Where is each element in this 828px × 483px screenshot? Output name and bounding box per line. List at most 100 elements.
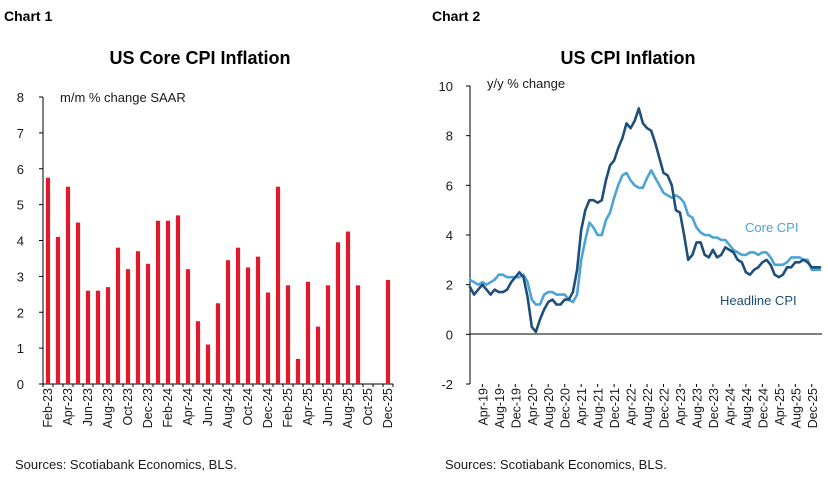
- chart-2-y-tick-label: 6: [446, 178, 453, 193]
- chart-1-bar: [55, 236, 61, 384]
- chart-2-x-tick-label: Aug-25: [789, 388, 803, 428]
- chart-2-x-tick-label: Aug-19: [493, 388, 507, 428]
- chart-1-x-tick-label: Jun-24: [201, 388, 215, 426]
- chart-1-x-tick-label: Oct-24: [241, 388, 255, 426]
- chart-2-x-tick-label: Apr-21: [575, 388, 589, 426]
- chart-1: Chart 1 US Core CPI Inflation m/m % chan…: [4, 8, 395, 472]
- chart-1-bar: [105, 287, 111, 384]
- chart-1-title: US Core CPI Inflation: [109, 48, 290, 68]
- chart-1-bar: [305, 281, 311, 384]
- chart-1-bar: [75, 222, 81, 384]
- chart-1-y-tick-label: 0: [17, 377, 24, 392]
- chart-1-x-tick-label: Dec-23: [141, 388, 155, 428]
- chart-2-x-tick-label: Apr-23: [674, 388, 688, 426]
- chart-2-x-tick-label: Aug-20: [542, 388, 556, 428]
- chart-2-y-tick-label: 0: [446, 327, 453, 342]
- chart-2-x-tick-label: Apr-20: [526, 388, 540, 426]
- chart-2-series-headline-line: [468, 107, 822, 334]
- chart-2-x-ticks: Apr-19 Aug-19 Dec-19 Apr-20 Aug-20 Dec-20 Apr-…: [476, 384, 820, 428]
- chart-1-bars: [45, 177, 391, 384]
- chart-2-x-tick-label: Apr-24: [723, 388, 737, 426]
- chart-1-bar: [325, 285, 331, 384]
- chart-1-bar: [155, 220, 161, 384]
- chart-1-x-tick-label: Dec-24: [261, 388, 275, 428]
- chart-2-annotation-headline: Headline CPI: [720, 293, 797, 308]
- chart-1-bar: [225, 260, 231, 384]
- chart-2-y-tick-label: -2: [441, 377, 453, 392]
- chart-1-y-tick-label: 7: [17, 126, 24, 141]
- chart-1-bar: [95, 290, 101, 384]
- chart-2-y-tick-label: 10: [439, 79, 453, 94]
- chart-1-bar: [195, 321, 201, 384]
- chart-1-x-tick-label: Aug-23: [101, 388, 115, 428]
- chart-1-y-tick-label: 4: [17, 234, 24, 249]
- chart-1-y-tick-label: 6: [17, 162, 24, 177]
- chart-2-x-tick-label: Apr-25: [773, 388, 787, 426]
- chart-1-y-tick-label: 3: [17, 269, 24, 284]
- chart-2-x-tick-label: Dec-22: [658, 388, 672, 428]
- chart-1-y-tick-label: 5: [17, 198, 24, 213]
- chart-1-x-tick-label: Apr-25: [301, 388, 315, 426]
- chart-1-bar: [205, 344, 211, 384]
- chart-1-y-tick-label: 1: [17, 341, 24, 356]
- chart-1-x-tick-label: Feb-23: [41, 388, 55, 428]
- chart-2-x-tick-label: Aug-23: [690, 388, 704, 428]
- chart-2: Chart 2 US CPI Inflation y/y % change -2…: [432, 8, 822, 472]
- chart-1-bar: [265, 292, 271, 384]
- chart-2-label: Chart 2: [432, 8, 480, 24]
- chart-1-y-ticks: 0 1 2 3 4 5 6 7 8: [17, 90, 43, 392]
- chart-1-bar: [315, 326, 321, 384]
- chart-1-y-tick-label: 8: [17, 90, 24, 105]
- chart-1-x-tick-label: Jun-23: [81, 388, 95, 426]
- chart-1-x-tick-label: Apr-24: [181, 388, 195, 426]
- chart-2-x-tick-label: Dec-20: [559, 388, 573, 428]
- chart-2-source: Sources: Scotiabank Economics, BLS.: [445, 457, 667, 472]
- chart-1-bar: [345, 231, 351, 384]
- chart-1-bar: [355, 285, 361, 384]
- chart-2-x-tick-label: Apr-22: [625, 388, 639, 426]
- chart-1-x-tick-label: Oct-25: [361, 388, 375, 426]
- chart-2-x-tick-label: Dec-23: [707, 388, 721, 428]
- chart-1-ylabel: m/m % change SAAR: [60, 90, 186, 105]
- chart-1-bar: [385, 279, 391, 384]
- chart-1-x-ticks: Feb-23 Apr-23 Jun-23 Aug-23 Oct-23 Dec-23 Feb-…: [41, 384, 395, 428]
- chart-1-x-tick-label: Jun-25: [321, 388, 335, 426]
- chart-1-bar: [255, 256, 261, 384]
- chart-2-y-tick-label: 2: [446, 278, 453, 293]
- chart-1-x-tick-label: Dec-25: [381, 388, 395, 428]
- chart-2-series-core-line: [468, 169, 822, 306]
- chart-1-y-tick-label: 2: [17, 305, 24, 320]
- chart-1-label: Chart 1: [4, 8, 52, 24]
- chart-2-lines: [468, 107, 822, 334]
- chart-1-bar: [245, 267, 251, 384]
- chart-1-bar: [145, 263, 151, 384]
- chart-2-title: US CPI Inflation: [561, 48, 696, 68]
- chart-2-x-tick-label: Dec-25: [806, 388, 820, 428]
- chart-2-x-tick-label: Dec-19: [509, 388, 523, 428]
- chart-1-bar: [235, 247, 241, 384]
- chart-1-bar: [45, 177, 51, 384]
- chart-1-bar: [335, 242, 341, 384]
- chart-2-x-tick-label: Aug-21: [592, 388, 606, 428]
- chart-2-x-tick-label: Apr-19: [476, 388, 490, 426]
- chart-1-bar: [285, 285, 291, 384]
- chart-2-annotation-core: Core CPI: [745, 220, 798, 235]
- chart-1-x-tick-label: Aug-25: [341, 388, 355, 428]
- chart-1-x-tick-label: Apr-23: [61, 388, 75, 426]
- chart-1-bar: [215, 303, 221, 384]
- chart-1-bar: [295, 358, 301, 384]
- chart-1-x-tick-label: Oct-23: [121, 388, 135, 426]
- chart-2-y-tick-label: 4: [446, 228, 453, 243]
- chart-1-x-tick-label: Feb-24: [161, 388, 175, 428]
- chart-2-x-tick-label: Aug-24: [740, 388, 754, 428]
- chart-1-bar: [125, 269, 131, 384]
- chart-1-x-tick-label: Feb-25: [281, 388, 295, 428]
- chart-2-x-tick-label: Aug-22: [641, 388, 655, 428]
- chart-2-y-tick-label: 8: [446, 129, 453, 144]
- chart-1-bar: [165, 220, 171, 384]
- chart-2-x-tick-label: Dec-24: [756, 388, 770, 428]
- chart-1-source: Sources: Scotiabank Economics, BLS.: [15, 457, 237, 472]
- chart-2-ylabel: y/y % change: [487, 76, 565, 91]
- chart-1-bar: [185, 269, 191, 384]
